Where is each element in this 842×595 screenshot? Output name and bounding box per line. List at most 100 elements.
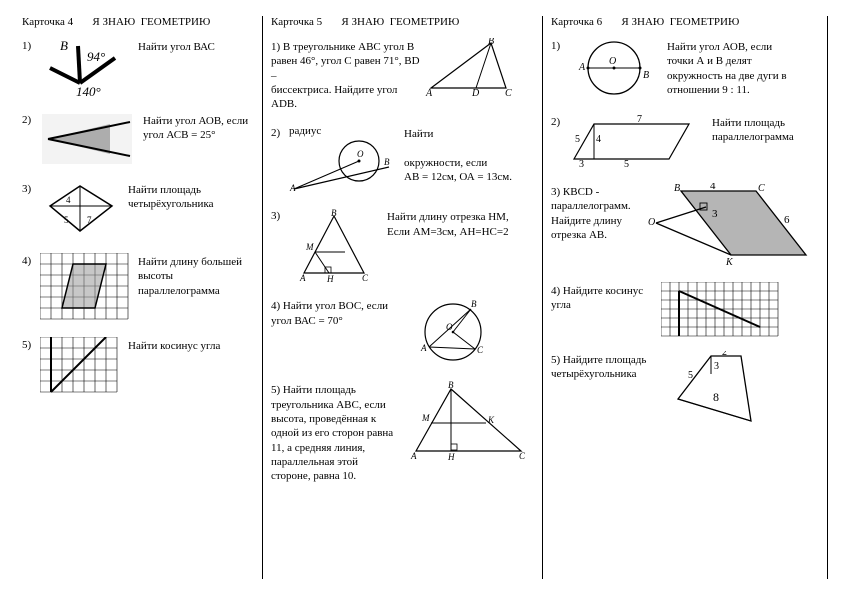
c5-problem-2: 2) радиус A O B Найти окружности, если А…	[271, 125, 534, 194]
c6-p3-figure: 4 6 3 O K C B	[646, 183, 811, 268]
svg-text:A: A	[425, 88, 433, 98]
svg-text:H: H	[447, 452, 455, 461]
c6-problem-1: 1) A B O Найти угол АОВ, если точки А и …	[551, 38, 819, 100]
triangle-median-height: A B C M K H	[406, 381, 526, 461]
column-card-5: Карточка 5 Я ЗНАЮ ГЕОМЕТРИЮ 1) В треугол…	[263, 16, 543, 579]
svg-text:K: K	[725, 257, 734, 268]
svg-text:B: B	[331, 208, 337, 218]
c6-p2-text: Найти площадь параллелограмма	[712, 114, 819, 145]
svg-text:5: 5	[624, 159, 629, 169]
c5-p1-figure: A B C D	[421, 38, 516, 98]
circle-arcs: A B O	[569, 38, 659, 100]
c6-problem-5: 5) Найдите площадь четырёхугольника 2 5 …	[551, 351, 819, 426]
c6-p5-figure: 2 5 8 3	[666, 351, 761, 426]
c6-problem-2: 2) 7 5 3 5 4 Найти площадь параллелограм…	[551, 114, 819, 169]
c4-p1-figure: B 94° 140°	[40, 38, 130, 98]
svg-text:3: 3	[712, 208, 718, 220]
c5-p3-figure: A B C M H	[289, 208, 379, 283]
svg-text:4: 4	[66, 195, 71, 205]
c6-p4-text: 4) Найдите косинус угла	[551, 282, 661, 313]
c4-p2-figure	[40, 112, 135, 167]
c5-problem-4: 4) Найти угол ВОС, если угол ВАС = 70° A…	[271, 297, 534, 367]
triangle-midsegment: A B C M H	[289, 208, 379, 283]
svg-text:M: M	[305, 242, 314, 252]
c6-problem-3: 3) КВСD - параллелограмм. Найдите длину …	[551, 183, 819, 268]
c4-p2-text: Найти угол АОВ, если угол АСВ = 25°	[143, 112, 254, 143]
c4-p4-text: Найти длину большей высоты параллелограм…	[138, 253, 254, 298]
svg-text:4: 4	[596, 134, 601, 145]
grid-parallelogram	[40, 253, 130, 323]
c4-problem-5: 5) Найти косинус угла	[22, 337, 254, 395]
c6-p4-figure	[661, 282, 781, 337]
c5-p5-figure: A B C M K H	[406, 381, 526, 461]
svg-text:B: B	[488, 38, 494, 47]
c5-p4-text: 4) Найти угол ВОС, если угол ВАС = 70°	[271, 297, 411, 328]
quad-area: 2 5 8 3	[666, 351, 761, 426]
c5-problem-1: 1) В треугольнике АВС угол В равен 46°, …	[271, 38, 534, 111]
grid-angle-diagram	[40, 337, 120, 395]
c4-p3-figure: 4 5 7	[40, 181, 120, 239]
svg-text:3: 3	[579, 159, 584, 169]
header-6: Карточка 6 Я ЗНАЮ ГЕОМЕТРИЮ	[551, 16, 819, 28]
parallelogram-dims: 7 5 3 5 4	[569, 114, 704, 169]
svg-text:5: 5	[575, 134, 580, 145]
c4-p4-num: 4)	[22, 253, 40, 267]
svg-text:M: M	[421, 413, 430, 423]
inscribed-angle: A B C O	[411, 297, 496, 367]
svg-text:A: A	[578, 62, 586, 73]
c5-problem-5: 5) Найти площадь треугольника АВС, если …	[271, 381, 534, 483]
c4-p1-text: Найти угол ВАС	[138, 38, 254, 54]
triangle-bisector: A B C D	[421, 38, 516, 98]
svg-text:C: C	[505, 88, 512, 98]
angle-shaded-diagram	[40, 112, 135, 167]
c5-p4-figure: A B C O	[411, 297, 496, 367]
svg-text:C: C	[758, 183, 765, 194]
svg-text:5: 5	[688, 370, 693, 381]
c6-p3-text: 3) КВСD - параллелограмм. Найдите длину …	[551, 183, 646, 242]
svg-text:C: C	[477, 345, 484, 355]
svg-text:C: C	[519, 451, 526, 461]
svg-text:B: B	[60, 38, 68, 53]
c5-p3-num: 3)	[271, 208, 289, 222]
svg-text:A: A	[420, 343, 427, 353]
header-4: Карточка 4 Я ЗНАЮ ГЕОМЕТРИЮ	[22, 16, 254, 28]
c4-p5-figure	[40, 337, 120, 395]
header-5: Карточка 5 Я ЗНАЮ ГЕОМЕТРИЮ	[271, 16, 534, 28]
svg-text:4: 4	[710, 183, 716, 192]
c5-p2-num: 2)	[271, 125, 289, 139]
svg-text:C: C	[362, 273, 369, 283]
c4-p4-figure	[40, 253, 130, 323]
svg-text:7: 7	[637, 114, 642, 125]
svg-text:D: D	[471, 88, 480, 98]
svg-text:A: A	[299, 273, 306, 283]
grid-cos-angle	[661, 282, 781, 337]
svg-text:B: B	[674, 183, 680, 194]
svg-text:2: 2	[722, 351, 727, 358]
c6-p5-text: 5) Найдите площадь четырёхугольника	[551, 351, 666, 382]
svg-text:6: 6	[784, 214, 790, 226]
shaded-parallelogram: 4 6 3 O K C B	[646, 183, 811, 268]
c5-p5-text: 5) Найти площадь треугольника АВС, если …	[271, 381, 406, 483]
c5-p3-text: Найти длину отрезка НМ, Если АМ=3см, АН=…	[387, 208, 534, 239]
svg-text:O: O	[648, 217, 655, 228]
svg-text:7: 7	[87, 215, 92, 225]
c6-p1-figure: A B O	[569, 38, 659, 100]
c6-p1-text: Найти угол АОВ, если точки А и В делят о…	[667, 38, 819, 97]
svg-text:B: B	[471, 299, 477, 309]
svg-text:K: K	[487, 415, 495, 425]
svg-text:H: H	[326, 274, 334, 283]
svg-text:B: B	[643, 70, 649, 81]
c4-p1-num: 1)	[22, 38, 40, 52]
svg-text:O: O	[446, 322, 453, 332]
svg-text:O: O	[609, 56, 616, 67]
svg-text:94°: 94°	[87, 49, 105, 64]
svg-text:A: A	[289, 183, 296, 193]
c5-p2-pretext: радиус	[289, 125, 404, 137]
c6-p2-num: 2)	[551, 114, 569, 128]
c6-p1-num: 1)	[551, 38, 569, 52]
c4-p3-num: 3)	[22, 181, 40, 195]
svg-text:B: B	[384, 157, 390, 167]
svg-text:140°: 140°	[76, 84, 101, 98]
c5-p1-text: 1) В треугольнике АВС угол В равен 46°, …	[271, 38, 421, 111]
c4-problem-4: 4) Найти длину большей высоты параллелог…	[22, 253, 254, 323]
